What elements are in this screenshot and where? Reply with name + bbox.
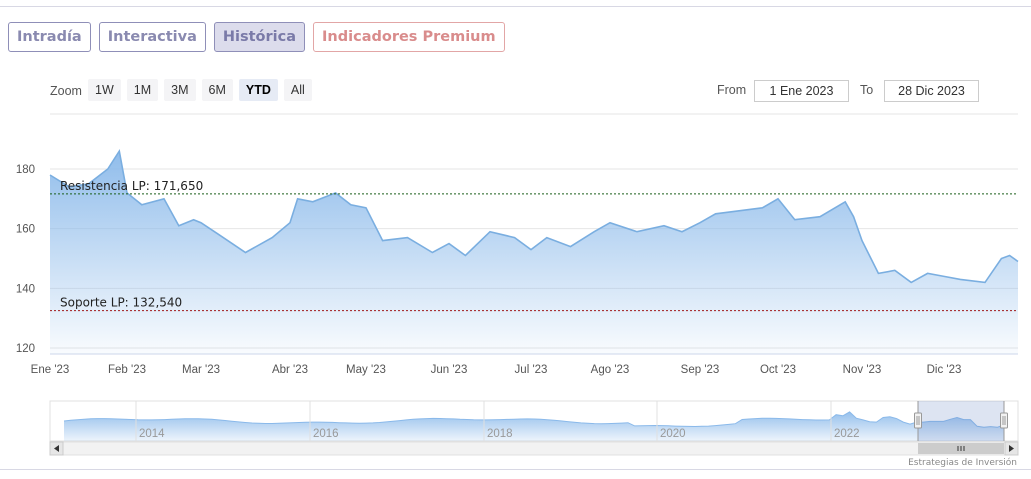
navigator-year-labels: 2014 2016 2018 2020 2022	[135, 401, 860, 441]
x-tick-8: Sep '23	[681, 364, 720, 376]
x-tick-3: Abr '23	[272, 364, 308, 376]
zoom-1w-button[interactable]: 1W	[88, 79, 121, 101]
bottom-divider	[0, 469, 1031, 470]
y-axis-ticks: 120 140 160 180	[16, 164, 35, 355]
navigator-year-2022: 2022	[834, 428, 860, 440]
navigator-selection[interactable]	[918, 401, 1004, 441]
x-tick-5: Jun '23	[431, 364, 468, 376]
scrollbar[interactable]	[49, 441, 1019, 456]
x-tick-7: Ago '23	[591, 364, 630, 376]
from-label: From	[717, 83, 747, 97]
y-tick-120: 120	[16, 343, 35, 355]
x-tick-1: Feb '23	[108, 364, 146, 376]
y-tick-140: 140	[16, 283, 35, 295]
tab-interactiva[interactable]: Interactiva	[98, 22, 206, 52]
navigator-right-handle[interactable]	[1000, 412, 1008, 429]
x-axis-ticks: Ene '23 Feb '23 Mar '23 Abr '23 May '23 Jun '…	[31, 364, 962, 376]
price-line	[49, 148, 1019, 284]
level-annotations: Resistencia LP: 171,650 Soporte LP: 132,5…	[49, 151, 1019, 312]
zoom-all-button[interactable]: All	[283, 79, 312, 101]
navigator[interactable]: 2014 2016 2018 2020 2022	[49, 400, 1019, 442]
zoom-1m-button[interactable]: 1M	[126, 79, 159, 101]
zoom-6m-button[interactable]: 6M	[201, 79, 233, 101]
x-tick-6: Jul '23	[515, 364, 548, 376]
zoom-ytd-button[interactable]: YTD	[238, 79, 278, 101]
y-tick-180: 180	[16, 164, 35, 176]
tab-historica[interactable]: Histórica	[213, 22, 306, 52]
navigator-year-2014: 2014	[139, 428, 165, 440]
navigator-year-2018: 2018	[487, 428, 513, 440]
navigator-line	[63, 411, 1005, 428]
support-label: Soporte LP: 132,540	[60, 296, 182, 310]
navigator-left-handle[interactable]	[914, 412, 922, 429]
x-tick-2: Mar '23	[182, 364, 220, 376]
zoom-3m-button[interactable]: 3M	[164, 79, 196, 101]
x-tick-11: Dic '23	[927, 364, 962, 376]
x-tick-0: Ene '23	[31, 364, 70, 376]
x-tick-4: May '23	[346, 364, 386, 376]
chart-credit[interactable]: Estrategias de Inversión	[908, 457, 1017, 468]
tab-intradia[interactable]: Intradía	[8, 22, 91, 52]
zoom-buttons: 1W 1M 3M 6M YTD All	[88, 79, 312, 101]
scroll-right-arrow-icon	[1009, 445, 1014, 452]
navigator-year-2016: 2016	[313, 428, 339, 440]
price-area	[50, 151, 1018, 354]
tab-indicadores-premium[interactable]: Indicadores Premium	[313, 22, 505, 52]
scrollbar-track[interactable]	[49, 441, 1019, 456]
navigator-year-2020: 2020	[660, 428, 686, 440]
from-date-input[interactable]: 1 Ene 2023	[754, 80, 849, 102]
zoom-label: Zoom	[50, 84, 82, 98]
to-label: To	[860, 83, 874, 97]
x-tick-10: Nov '23	[843, 364, 882, 376]
resistance-label: Resistencia LP: 171,650	[60, 179, 203, 193]
to-date-input[interactable]: 28 Dic 2023	[884, 80, 979, 102]
x-tick-9: Oct '23	[760, 364, 796, 376]
view-tabs: Intradía Interactiva Histórica Indicador…	[8, 22, 505, 52]
y-tick-160: 160	[16, 224, 35, 236]
navigator-area	[64, 411, 1004, 441]
scroll-left-arrow-icon	[54, 445, 59, 452]
top-divider	[0, 6, 1031, 7]
